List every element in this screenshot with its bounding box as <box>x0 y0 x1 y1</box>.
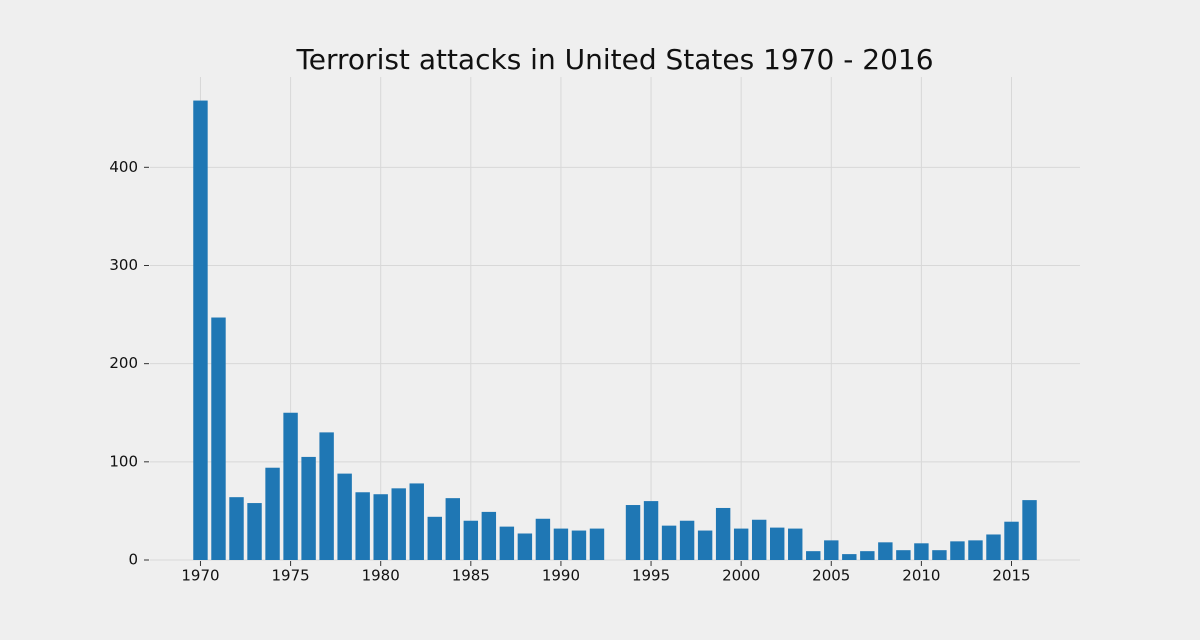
bar <box>463 520 479 560</box>
bar <box>427 516 442 560</box>
bar <box>860 551 875 560</box>
bar <box>535 518 551 560</box>
bar <box>950 541 965 560</box>
x-tick-label: 2015 <box>992 567 1030 585</box>
bar <box>697 530 713 560</box>
bar <box>1022 500 1037 560</box>
bar <box>211 317 226 560</box>
bar <box>986 534 1001 560</box>
bar <box>517 533 533 560</box>
bar <box>643 501 659 560</box>
bar <box>589 528 605 560</box>
x-tick-label: 1975 <box>271 567 309 585</box>
bar <box>968 540 983 560</box>
bar <box>661 525 677 560</box>
bar <box>733 528 749 560</box>
bar <box>914 543 929 560</box>
x-tick-label: 2000 <box>722 567 760 585</box>
chart-title: Terrorist attacks in United States 1970 … <box>295 43 933 76</box>
bar <box>409 483 424 560</box>
y-tick-label: 300 <box>109 256 138 274</box>
bar <box>391 488 406 560</box>
bar <box>806 551 821 560</box>
bar <box>1004 521 1019 560</box>
x-tick-label: 2005 <box>812 567 850 585</box>
y-tick-label: 400 <box>109 158 138 176</box>
y-tick-label: 200 <box>109 354 138 372</box>
x-tick-label: 1985 <box>452 567 490 585</box>
bar <box>896 550 911 560</box>
bar <box>499 526 515 560</box>
x-tick-label: 2010 <box>902 567 940 585</box>
y-tick-label: 100 <box>109 452 138 470</box>
bar <box>355 492 370 560</box>
bar <box>770 527 785 560</box>
bar <box>553 528 569 560</box>
bar <box>788 528 803 560</box>
bar <box>679 520 695 560</box>
bar <box>193 100 208 560</box>
bar <box>715 507 731 560</box>
bar <box>878 542 893 560</box>
bar <box>283 412 298 560</box>
x-tick-label: 1995 <box>632 567 670 585</box>
x-tick-label: 1990 <box>542 567 580 585</box>
y-tick-label: 0 <box>128 551 138 569</box>
bar <box>319 432 334 560</box>
bar <box>932 550 947 560</box>
bar <box>265 467 280 560</box>
x-tick-label: 1980 <box>362 567 400 585</box>
bar <box>229 497 244 560</box>
bar <box>337 473 352 560</box>
bar <box>445 498 460 560</box>
bar <box>373 494 388 560</box>
bar <box>842 554 857 560</box>
bar <box>247 503 262 560</box>
bar <box>751 519 767 560</box>
bar <box>481 511 497 560</box>
bar <box>301 456 316 560</box>
bar <box>571 530 587 560</box>
bar <box>824 540 839 560</box>
bar <box>625 505 641 560</box>
x-tick-label: 1970 <box>181 567 219 585</box>
